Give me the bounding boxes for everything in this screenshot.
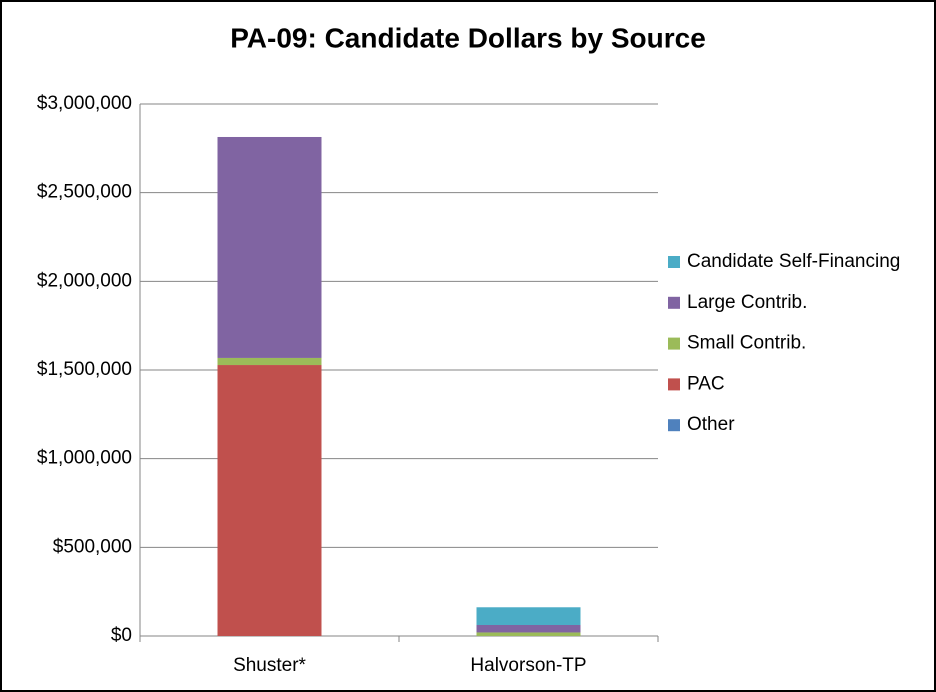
y-tick-label: $500,000 xyxy=(53,536,132,557)
bar-segment xyxy=(217,357,322,366)
legend-label: Large Contrib. xyxy=(687,292,807,313)
y-tick-label: $1,500,000 xyxy=(37,359,132,380)
legend-label: Other xyxy=(687,414,735,435)
y-tick-label: $2,500,000 xyxy=(37,182,132,203)
chart-title: PA-09: Candidate Dollars by Source xyxy=(230,22,706,53)
x-tick-label: Halvorson-TP xyxy=(470,655,586,676)
bar-segment xyxy=(476,607,581,626)
y-tick-label: $3,000,000 xyxy=(37,93,132,114)
bar-segment xyxy=(217,365,322,636)
x-tick-label: Shuster* xyxy=(233,655,306,676)
legend-swatch xyxy=(668,378,680,391)
legend-label: Small Contrib. xyxy=(687,333,806,354)
legend-label: PAC xyxy=(687,373,725,394)
bar-segment xyxy=(476,625,581,633)
y-tick-label: $2,000,000 xyxy=(37,270,132,291)
bar-segment xyxy=(217,136,322,358)
legend-swatch xyxy=(668,256,680,268)
bar-segment xyxy=(476,632,581,636)
legend-swatch xyxy=(668,296,680,309)
y-tick-label: $0 xyxy=(111,625,132,646)
y-tick-label: $1,000,000 xyxy=(37,448,132,469)
legend-swatch xyxy=(668,419,680,432)
legend-label: Candidate Self-Financing xyxy=(687,251,900,272)
legend-swatch xyxy=(668,337,680,350)
